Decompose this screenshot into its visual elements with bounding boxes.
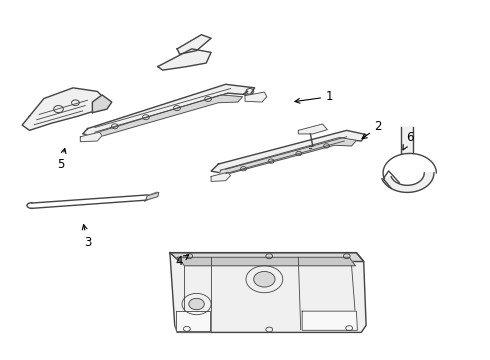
Polygon shape <box>80 132 102 142</box>
Polygon shape <box>401 127 413 153</box>
Circle shape <box>189 298 204 310</box>
Polygon shape <box>88 95 243 140</box>
Polygon shape <box>93 95 112 113</box>
Text: 3: 3 <box>82 225 91 248</box>
Polygon shape <box>382 173 434 192</box>
Polygon shape <box>177 35 211 54</box>
Polygon shape <box>302 311 357 330</box>
Polygon shape <box>219 138 356 176</box>
Text: 2: 2 <box>362 120 382 139</box>
Polygon shape <box>177 257 355 266</box>
Text: 5: 5 <box>57 148 66 171</box>
Polygon shape <box>146 192 159 200</box>
Polygon shape <box>170 253 366 332</box>
Polygon shape <box>170 253 364 261</box>
Polygon shape <box>298 124 327 134</box>
Text: 4: 4 <box>176 255 189 268</box>
Polygon shape <box>158 49 211 70</box>
Polygon shape <box>22 88 104 130</box>
Polygon shape <box>83 84 255 136</box>
Circle shape <box>254 271 275 287</box>
Polygon shape <box>211 130 366 173</box>
Polygon shape <box>245 92 267 102</box>
Text: 1: 1 <box>295 90 334 103</box>
Polygon shape <box>176 311 210 331</box>
Polygon shape <box>211 172 230 181</box>
Text: 6: 6 <box>403 131 414 150</box>
